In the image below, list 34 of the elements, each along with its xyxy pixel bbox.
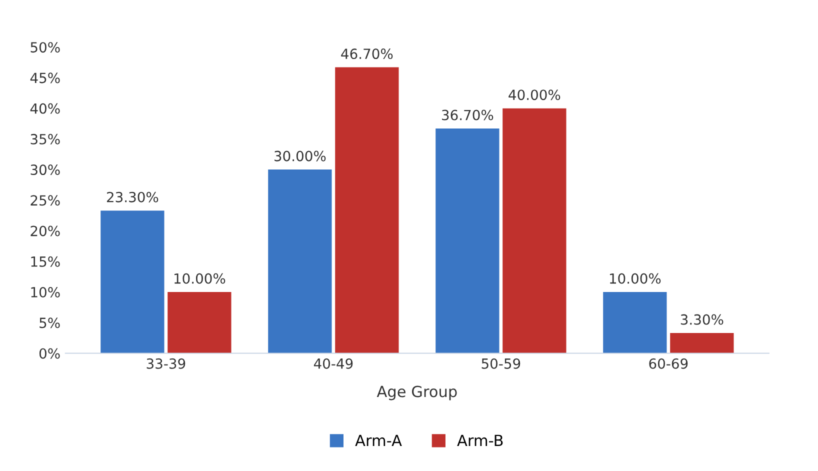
x-axis-title: Age Group: [376, 386, 457, 400]
y-tick-label: 20%: [30, 226, 60, 236]
y-tick-label: 40%: [30, 103, 60, 114]
y-tick-label: 0%: [39, 348, 60, 359]
y-tick-label: 25%: [30, 195, 60, 206]
bar: [670, 333, 734, 354]
bar: [502, 108, 566, 354]
data-label: 30.00%: [274, 150, 326, 162]
y-tick-label: 50%: [30, 42, 60, 53]
bar: [335, 67, 399, 354]
legend-label: Arm-B: [457, 434, 503, 446]
y-tick-label: 35%: [30, 134, 60, 144]
data-label: 23.30%: [106, 192, 158, 202]
x-tick-label: 40-49: [314, 358, 353, 369]
x-tick-label: 33-39: [146, 358, 186, 369]
x-tick-label: 50-59: [482, 358, 520, 369]
bar: [168, 292, 232, 354]
y-tick-label: 15%: [31, 256, 60, 267]
x-tick-label: 60-69: [649, 358, 688, 369]
bar: [436, 128, 500, 354]
y-tick-label: 5%: [40, 318, 60, 328]
data-label: 46.70%: [341, 48, 393, 60]
y-tick-label: 30%: [30, 164, 60, 176]
data-label: 10.00%: [610, 273, 661, 284]
legend-label: Arm-A: [355, 434, 402, 446]
data-label: 40.00%: [508, 90, 560, 100]
y-tick-label: 45%: [30, 72, 60, 84]
y-tick-label: 10%: [31, 286, 60, 298]
bar: [268, 170, 332, 354]
data-label: 3.30%: [680, 314, 724, 325]
bar: [100, 210, 164, 354]
bar: [603, 292, 667, 354]
data-label: 36.70%: [442, 110, 494, 120]
data-label: 10.00%: [174, 273, 226, 284]
